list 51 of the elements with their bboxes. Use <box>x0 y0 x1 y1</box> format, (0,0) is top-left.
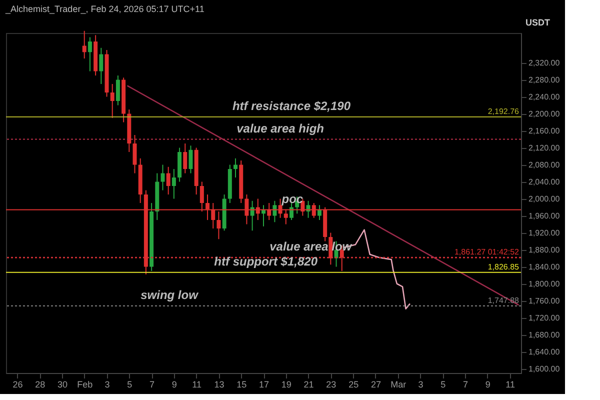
annotation: swing low <box>140 288 199 302</box>
annotation: value area high <box>236 121 324 136</box>
x-tick-label: 3 <box>104 380 110 390</box>
x-tick-label: 9 <box>485 380 490 390</box>
x-tick-label: 27 <box>370 380 381 390</box>
x-tick-label: 23 <box>326 380 336 390</box>
y-tick-label: 2,240.00 <box>528 92 560 102</box>
y-tick-label: 1,600.00 <box>528 364 560 374</box>
x-tick-label: 15 <box>236 380 247 390</box>
ref-line-label: 1,861.27 01:42:52 <box>454 248 520 257</box>
y-axis-title: USDT <box>526 18 550 28</box>
x-tick-label: 25 <box>348 380 359 390</box>
y-tick-label: 2,000.00 <box>528 194 560 204</box>
y-tick-label: 1,840.00 <box>528 262 560 272</box>
x-tick-label: 17 <box>258 380 270 390</box>
x-tick-label: 28 <box>35 380 46 390</box>
y-tick-label: 1,720.00 <box>528 313 560 322</box>
x-tick-label: 26 <box>12 380 23 390</box>
x-tick-label: 7 <box>463 380 468 390</box>
y-tick-label: 2,120.00 <box>528 143 560 152</box>
ref-line-label: 2,192.76 <box>488 106 520 116</box>
y-tick-label: 2,200.00 <box>528 109 560 118</box>
y-tick-label: 2,320.00 <box>528 58 560 68</box>
y-tick-label: 1,640.00 <box>528 347 560 356</box>
y-tick-label: 2,040.00 <box>528 177 560 186</box>
x-tick-label: 13 <box>214 380 224 390</box>
y-tick-label: 2,280.00 <box>528 75 560 84</box>
x-tick-label: 30 <box>57 380 68 390</box>
y-tick-label: 1,920.00 <box>528 228 560 238</box>
x-tick-label: 5 <box>440 380 446 390</box>
x-tick-label: 21 <box>304 380 314 390</box>
x-tick-label: Mar <box>390 380 406 390</box>
x-tick-label: Feb <box>77 380 93 390</box>
ref-line-label: 1,826.85 <box>488 262 520 272</box>
x-tick-label: 9 <box>172 380 177 390</box>
y-tick-label: 1,680.00 <box>528 330 560 340</box>
y-tick-label: 1,880.00 <box>528 245 560 254</box>
annotation: htf resistance $2,190 <box>232 98 351 113</box>
y-tick-label: 2,160.00 <box>528 126 560 136</box>
x-tick-label: 7 <box>150 380 155 390</box>
y-tick-label: 2,080.00 <box>528 160 560 170</box>
x-tick-label: 5 <box>127 380 132 390</box>
y-tick-label: 1,960.00 <box>528 211 560 220</box>
y-tick-label: 1,800.00 <box>528 279 560 288</box>
x-tick-label: 19 <box>281 380 292 390</box>
y-tick-label: 1,760.00 <box>528 296 560 306</box>
chart-title: _Alchemist_Trader_, Feb 24, 2026 05:17 UTC+11 <box>4 4 204 14</box>
x-tick-label: 11 <box>192 380 202 390</box>
x-tick-label: 11 <box>506 380 515 390</box>
x-tick-label: 3 <box>418 380 424 390</box>
annotation: htf support $1,820 <box>214 254 318 268</box>
